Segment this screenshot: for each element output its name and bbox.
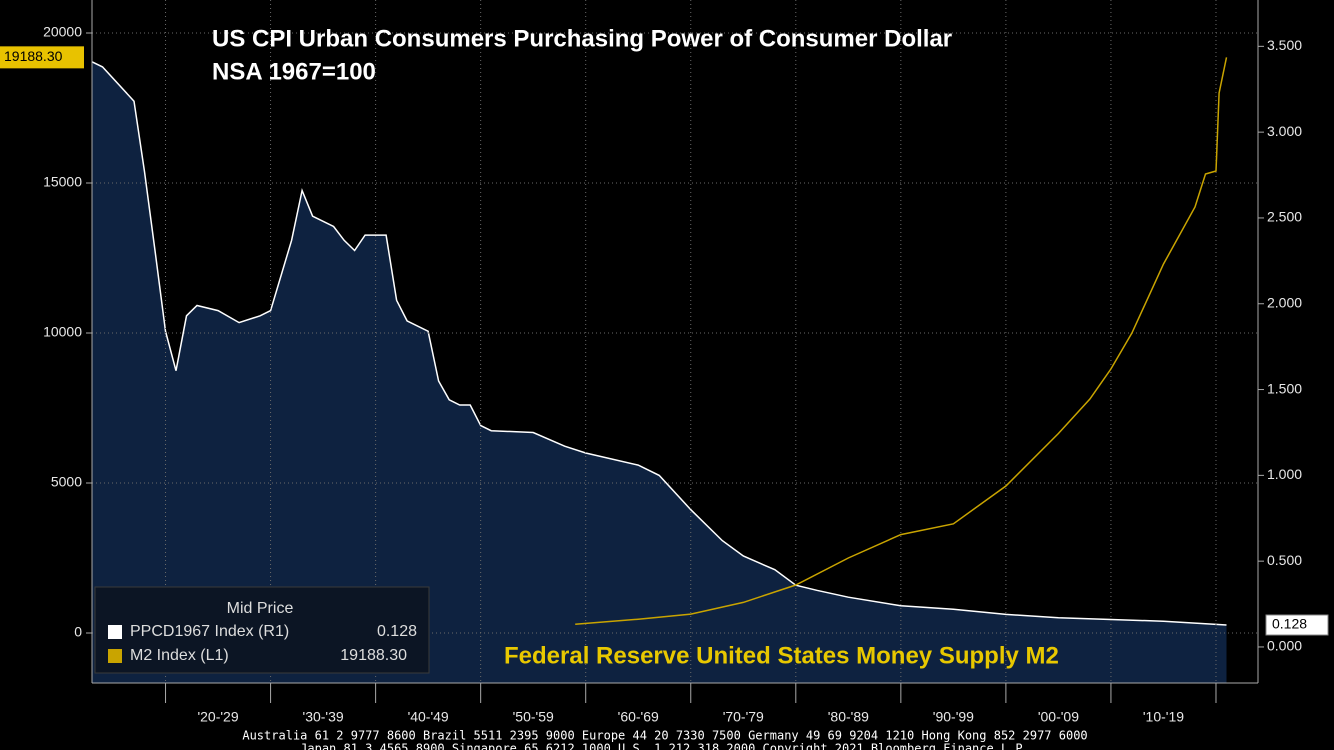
line: [91, 61, 1227, 626]
y2-tick-label: 1.500: [1267, 380, 1302, 396]
y2-tick-label: 0.500: [1267, 552, 1302, 568]
y-tick-label: 0: [74, 624, 82, 640]
value-tag-label: 19188.30: [4, 48, 63, 64]
x-tick-label: '40-'49: [408, 709, 449, 725]
x-tick-label: '10-'19: [1143, 709, 1184, 725]
legend-title: Mid Price: [227, 600, 294, 617]
x-tick-label: '00-'09: [1038, 709, 1079, 725]
legend-swatch: [108, 649, 122, 663]
x-tick-label: '80-'89: [828, 709, 869, 725]
chart-subtitle: NSA 1967=100: [212, 58, 376, 85]
chart-title: US CPI Urban Consumers Purchasing Power …: [212, 25, 952, 52]
legend-box: [94, 586, 430, 674]
value-tag-label: 0.128: [1272, 616, 1307, 632]
legend-swatch: [108, 625, 122, 639]
value-tag: [0, 46, 84, 69]
y2-tick-label: 2.500: [1267, 209, 1302, 225]
y2-tick-label: 3.000: [1267, 123, 1302, 139]
legend-label: PPCD1967 Index (R1): [130, 623, 289, 640]
x-tick-label: '30-'39: [303, 709, 344, 725]
y-tick-label: 20000: [43, 24, 82, 40]
legend-value: 0.128: [377, 623, 417, 640]
annotation: Federal Reserve United States Money Supp…: [504, 642, 1059, 669]
y2-tick-label: 3.500: [1267, 37, 1302, 53]
x-tick-label: '50-'59: [513, 709, 554, 725]
y2-tick-label: 1.000: [1267, 466, 1302, 482]
x-tick-label: '60-'69: [618, 709, 659, 725]
x-tick-label: '70-'79: [723, 709, 764, 725]
plot-area: 0 5000 10000 15000 20000 0.000 0.500 1.000 1.500…: [0, 0, 1329, 725]
area: [92, 61, 1227, 684]
x-tick-label: '20-'29: [197, 709, 238, 725]
y-tick-label: 5000: [51, 474, 82, 490]
y2-tick-label: 0.000: [1267, 638, 1302, 654]
x-tick-label: '90-'99: [933, 709, 974, 725]
y-tick-label: 10000: [43, 324, 82, 340]
legend-label: M2 Index (L1): [130, 647, 229, 664]
legend-value: 19188.30: [340, 647, 407, 664]
line: [575, 57, 1228, 626]
footer: Australia 61 2 9777 8600 Brazil 5511 239…: [242, 729, 1087, 743]
value-tag: [1265, 614, 1329, 636]
y-tick-label: 15000: [43, 174, 82, 190]
footer: Japan 81 3 4565 8900 Singapore 65 6212 1…: [300, 742, 1030, 750]
y2-tick-label: 2.000: [1267, 294, 1302, 310]
